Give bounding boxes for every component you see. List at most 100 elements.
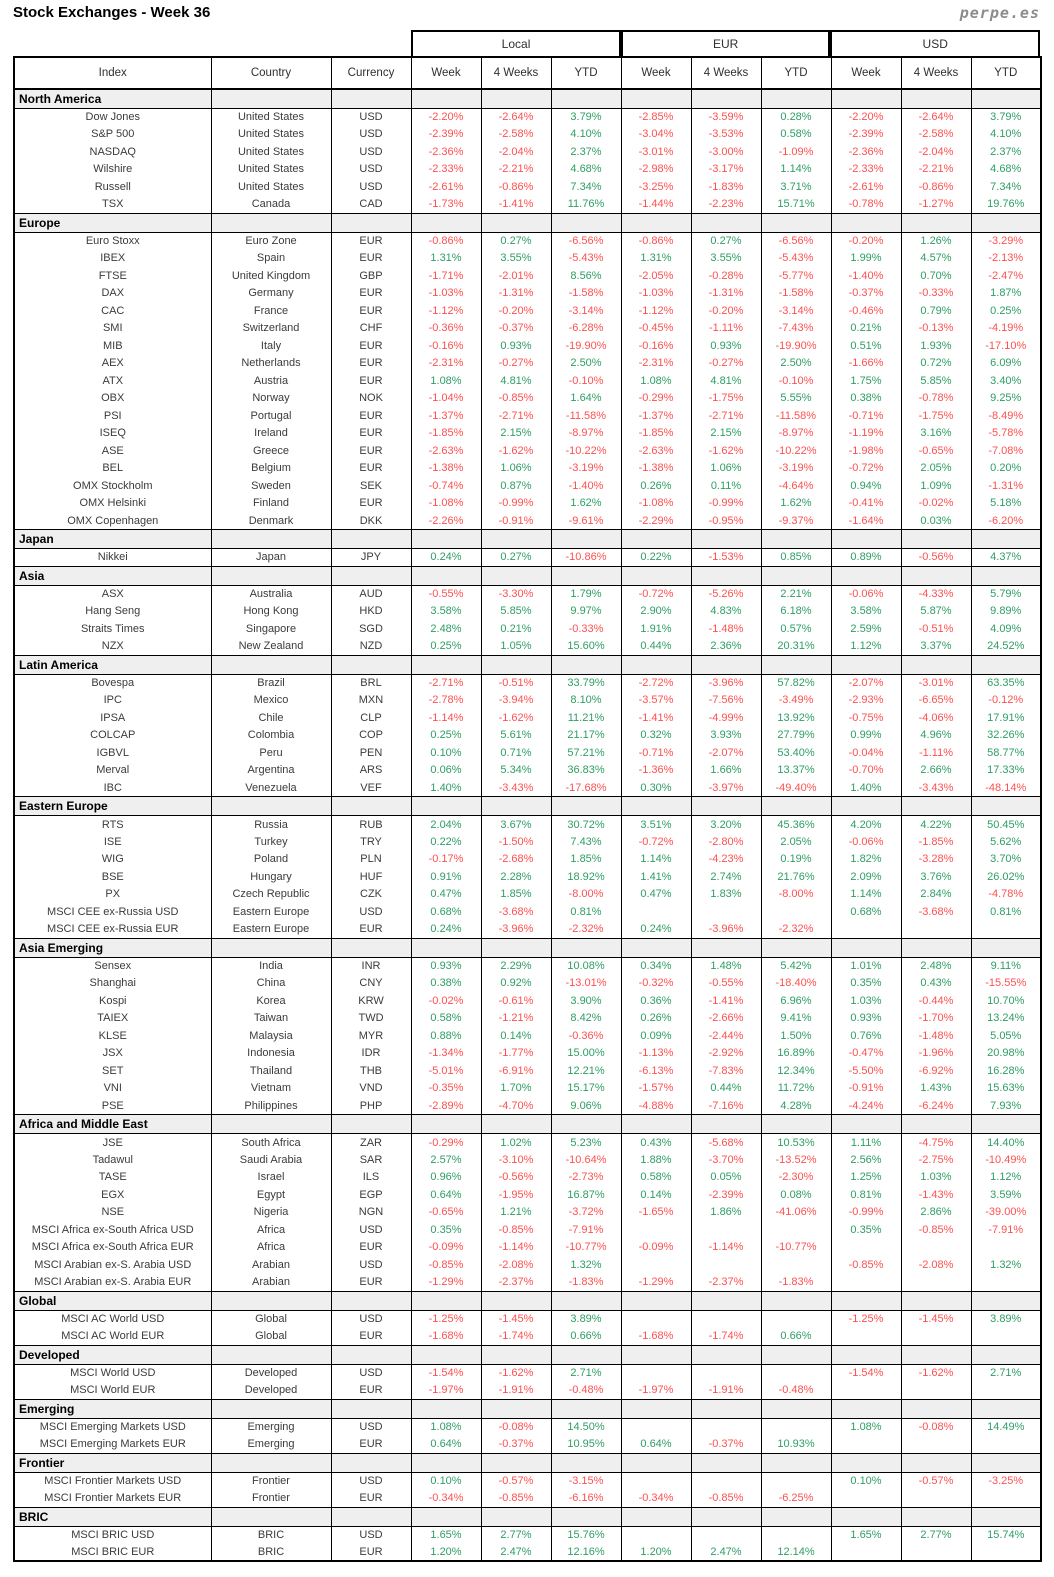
index-cell: TASE: [13, 1168, 212, 1186]
currency-cell: VEF: [330, 779, 412, 797]
section-cell: [970, 88, 1042, 109]
value-cell: 2.47%: [690, 1543, 762, 1561]
value-cell: -2.20%: [830, 108, 902, 126]
value-cell: [760, 1418, 832, 1436]
value-cell: -1.98%: [830, 442, 902, 460]
section-cell: [760, 796, 832, 816]
table-row: SMI Switzerland CHF -0.36% -0.37% -6.28% -0.45…: [13, 319, 1042, 337]
value-cell: 10.70%: [970, 992, 1042, 1010]
section-label: BRIC: [13, 1506, 212, 1527]
section-cell: [690, 212, 762, 233]
value-cell: -0.95%: [690, 512, 762, 530]
country-cell: Developed: [210, 1364, 332, 1382]
value-cell: 1.06%: [480, 459, 552, 477]
value-cell: [760, 1310, 832, 1328]
value-cell: 0.43%: [620, 1133, 692, 1151]
section-cell: [550, 1452, 622, 1473]
currency-cell: EUR: [330, 232, 412, 250]
country-cell: Egypt: [210, 1186, 332, 1204]
value-cell: 3.70%: [970, 850, 1042, 868]
value-cell: 15.17%: [550, 1079, 622, 1097]
section-row: Developed: [13, 1344, 1042, 1365]
value-cell: 63.35%: [970, 674, 1042, 692]
value-cell: -1.62%: [480, 442, 552, 460]
value-cell: -2.85%: [620, 108, 692, 126]
value-cell: -2.78%: [410, 691, 482, 709]
table-row: PSE Philippines PHP -2.89% -4.70% 9.06% -4.88%…: [13, 1097, 1042, 1115]
section-cell: [210, 1114, 332, 1134]
value-cell: -0.27%: [690, 354, 762, 372]
section-cell: [480, 1398, 552, 1419]
currency-cell: RUB: [330, 815, 412, 833]
value-cell: -17.68%: [550, 779, 622, 797]
section-cell: [550, 565, 622, 586]
currency-cell: EUR: [330, 1435, 412, 1453]
value-cell: 2.05%: [900, 459, 972, 477]
index-cell: S&P 500: [13, 125, 212, 143]
country-cell: Finland: [210, 494, 332, 512]
section-cell: [830, 1344, 902, 1365]
section-cell: [410, 937, 482, 958]
section-cell: [210, 937, 332, 958]
section-cell: [550, 1290, 622, 1311]
value-cell: -0.78%: [900, 389, 972, 407]
value-cell: -6.28%: [550, 319, 622, 337]
section-cell: [900, 1114, 972, 1134]
table-row: MSCI CEE ex-Russia EUR Eastern Europe EUR 0…: [13, 920, 1042, 938]
value-cell: 3.16%: [900, 424, 972, 442]
currency-cell: ZAR: [330, 1133, 412, 1151]
value-cell: -0.35%: [410, 1079, 482, 1097]
value-cell: 6.09%: [970, 354, 1042, 372]
country-cell: Greece: [210, 442, 332, 460]
value-cell: -10.22%: [760, 442, 832, 460]
section-cell: [900, 565, 972, 586]
section-cell: [690, 1506, 762, 1527]
currency-cell: PEN: [330, 744, 412, 762]
index-cell: MSCI Arabian ex-S. Arabia EUR: [13, 1273, 212, 1291]
value-cell: 4.57%: [900, 249, 972, 267]
currency-cell: USD: [330, 143, 412, 161]
country-cell: Frontier: [210, 1489, 332, 1507]
value-cell: 9.11%: [970, 957, 1042, 975]
section-cell: [760, 88, 832, 109]
value-cell: [970, 1543, 1042, 1561]
section-cell: [620, 1114, 692, 1134]
value-cell: 3.37%: [900, 637, 972, 655]
section-label: Eastern Europe: [13, 796, 212, 816]
value-cell: 1.87%: [970, 284, 1042, 302]
value-cell: 0.38%: [830, 389, 902, 407]
value-cell: -2.98%: [620, 160, 692, 178]
value-cell: [690, 1221, 762, 1239]
value-cell: 4.20%: [830, 815, 902, 833]
value-cell: 5.62%: [970, 833, 1042, 851]
value-cell: 0.09%: [620, 1027, 692, 1045]
value-cell: [830, 1543, 902, 1561]
currency-cell: EUR: [330, 1327, 412, 1345]
value-cell: 2.15%: [690, 424, 762, 442]
country-cell: Frontier: [210, 1472, 332, 1490]
value-cell: -1.14%: [480, 1238, 552, 1256]
value-cell: -10.77%: [760, 1238, 832, 1256]
value-cell: -0.99%: [480, 494, 552, 512]
value-cell: 0.19%: [760, 850, 832, 868]
section-cell: [330, 1290, 412, 1311]
section-cell: [760, 1290, 832, 1311]
value-cell: -4.24%: [830, 1097, 902, 1115]
value-cell: -2.68%: [480, 850, 552, 868]
country-cell: Emerging: [210, 1418, 332, 1436]
section-label: Frontier: [13, 1452, 212, 1473]
section-cell: [210, 529, 332, 549]
country-cell: France: [210, 302, 332, 320]
value-cell: 30.72%: [550, 815, 622, 833]
value-cell: -0.74%: [410, 477, 482, 495]
value-cell: 9.89%: [970, 602, 1042, 620]
value-cell: -1.85%: [900, 833, 972, 851]
value-cell: -2.36%: [410, 143, 482, 161]
value-cell: -2.13%: [970, 249, 1042, 267]
index-cell: Straits Times: [13, 620, 212, 638]
index-cell: MSCI Emerging Markets EUR: [13, 1435, 212, 1453]
table-row: Straits Times Singapore SGD 2.48% 0.21% -0.33…: [13, 620, 1042, 638]
value-cell: -8.00%: [760, 885, 832, 903]
value-cell: 32.26%: [970, 726, 1042, 744]
section-cell: [550, 1114, 622, 1134]
